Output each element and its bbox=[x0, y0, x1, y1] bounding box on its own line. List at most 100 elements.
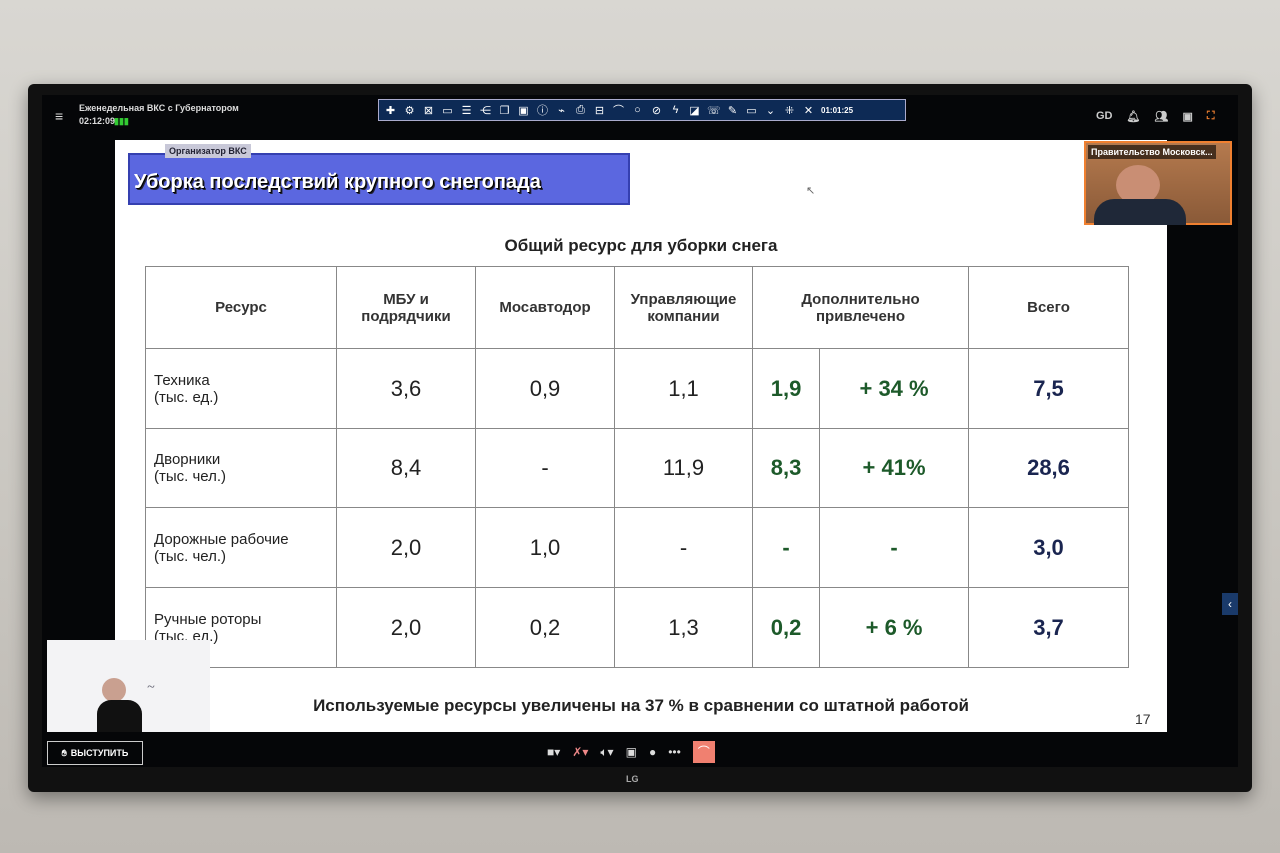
self-body bbox=[97, 700, 142, 732]
cell-uk: 1,1 bbox=[614, 348, 753, 429]
mute-icon[interactable]: ⊘ bbox=[651, 104, 662, 117]
stack-icon[interactable]: ⊟ bbox=[594, 104, 605, 117]
slide-subtitle: Общий ресурс для уборки снега bbox=[504, 236, 778, 255]
table-row: Дворники (тыс. чел.) 8,4-11,9 8,3 + 41% 28,6 bbox=[145, 428, 1129, 508]
camera-icon[interactable]: ■▾ bbox=[547, 745, 561, 759]
phone-icon[interactable]: ☏ bbox=[707, 104, 721, 117]
header-cell: Всего bbox=[968, 266, 1129, 349]
page-number: 17 bbox=[1135, 711, 1151, 727]
pointer-icon[interactable]: ✎ bbox=[727, 104, 738, 117]
cell-mosavtodor: 0,2 bbox=[475, 587, 615, 668]
conference-toolbar: ✚ ⚙ ⊠ ▭ ☰ ⋲ ❐ ▣ ⓘ ⌁ ⎙ ⊟ ⌒ ○ ⊘ ϟ ◪ ☏ ✎ ▭ ⌄ ⁜ ✕ 01:01:25 bbox=[378, 99, 906, 121]
side-panel-toggle[interactable]: ‹ bbox=[1222, 593, 1238, 615]
chat-icon[interactable]: ○ bbox=[634, 104, 641, 116]
folder-icon[interactable]: ▭ bbox=[442, 104, 453, 117]
table-header-row: Ресурс МБУ и подрядчики Мосавтодор Управ… bbox=[145, 266, 1129, 349]
resource-table: Ресурс МБУ и подрядчики Мосавтодор Управ… bbox=[145, 266, 1129, 668]
record-icon[interactable]: ● bbox=[648, 745, 657, 759]
cell-resource: Дворники (тыс. чел.) bbox=[145, 428, 337, 508]
settings-icon[interactable]: ⚙ bbox=[404, 104, 415, 117]
cell-extra: - bbox=[751, 507, 821, 588]
display-icon[interactable]: ▣ bbox=[1182, 111, 1193, 123]
video-icon[interactable]: ▭ bbox=[746, 104, 757, 117]
cell-mbu: 8,4 bbox=[336, 428, 476, 508]
participant-video[interactable]: Правительство Московск... bbox=[1084, 141, 1232, 225]
speaker-icon[interactable]: 🔈︎▾ bbox=[600, 744, 614, 759]
logo-watermark: ~ bbox=[147, 680, 155, 695]
layout-icon[interactable]: ⊠ bbox=[423, 104, 434, 117]
cell-extra: 8,3 bbox=[751, 428, 821, 508]
participant-name: Правительство Московск... bbox=[1088, 145, 1216, 159]
cell-total: 7,5 bbox=[968, 348, 1129, 429]
participant-body bbox=[1094, 199, 1186, 225]
microphone-off-icon[interactable]: ✗▾ bbox=[572, 745, 589, 759]
table-row: Дорожные рабочие (тыс. чел.) 2,0 1,0- - -3,0 bbox=[145, 507, 1129, 588]
cell-uk: 11,9 bbox=[614, 428, 753, 508]
collapse-icon[interactable]: ⁜ bbox=[784, 104, 795, 117]
cell-extra-pct: + 6 % bbox=[819, 587, 969, 668]
call-controls: ■▾ ✗▾ 🔈︎▾ ▣ ● ••• ⌒ bbox=[547, 741, 715, 763]
cell-mosavtodor: - bbox=[475, 428, 615, 508]
cell-mosavtodor: 1,0 bbox=[475, 507, 615, 588]
table-row: Ручные роторы (тыс. ед.) 2,0 0,2 1,3 0,2 + 6 %… bbox=[145, 587, 1129, 668]
header-cell: Управляющие компании bbox=[614, 266, 753, 349]
close-icon[interactable]: ✕ bbox=[803, 104, 814, 117]
toolbar-timer: 01:01:25 bbox=[821, 105, 854, 115]
speak-button[interactable]: ✋︎ ВЫСТУПИТЬ bbox=[47, 741, 143, 765]
signal-icon[interactable]: ⌒ bbox=[613, 105, 624, 117]
screen-icon[interactable]: ◪ bbox=[689, 104, 700, 117]
header-cell: Мосавтодор bbox=[475, 266, 615, 349]
info-icon[interactable]: ⓘ bbox=[537, 105, 548, 117]
cell-total: 3,0 bbox=[968, 507, 1129, 588]
documents-icon[interactable]: ❐ bbox=[499, 104, 510, 117]
lightning-icon[interactable]: ϟ bbox=[672, 104, 679, 116]
print-icon[interactable]: ⎙ bbox=[576, 103, 585, 116]
header-cell: Дополнительно привлечено bbox=[752, 266, 969, 349]
move-icon[interactable]: ✚ bbox=[385, 104, 396, 117]
calendar-icon[interactable]: ▣ bbox=[518, 104, 529, 117]
cell-mosavtodor: 0,9 bbox=[475, 348, 615, 429]
more-icon[interactable]: ••• bbox=[668, 745, 681, 759]
screen-share-icon[interactable]: ▣ bbox=[625, 745, 637, 759]
header-cell: МБУ и подрядчики bbox=[336, 266, 476, 349]
elapsed-time: 02:12:09 bbox=[79, 116, 116, 126]
table-row: Техника (тыс. ед.) 3,6 0,9 1,1 1,9 + 34 % 7,5 bbox=[145, 348, 1129, 429]
menu-icon[interactable]: ≡ bbox=[55, 108, 64, 124]
cell-extra: 0,2 bbox=[751, 587, 821, 668]
cell-total: 3,7 bbox=[968, 587, 1129, 668]
cell-mbu: 2,0 bbox=[336, 507, 476, 588]
slide-footnote: Используемые ресурсы увеличены на 37 % в… bbox=[313, 696, 969, 715]
slide-title-box: Уборка последствий крупного снегопада bbox=[128, 153, 630, 205]
window-title: Еженедельная ВКС с Губернатором bbox=[79, 103, 239, 113]
cell-mbu: 3,6 bbox=[336, 348, 476, 429]
signal-icon: ▮▮▮ bbox=[114, 116, 129, 126]
tv-brand-logo: LG bbox=[626, 774, 639, 784]
slide-title: Уборка последствий крупного снегопада bbox=[134, 171, 541, 193]
speak-label: ВЫСТУПИТЬ bbox=[70, 748, 129, 758]
participant-face bbox=[1116, 165, 1160, 205]
self-video[interactable]: ~ bbox=[47, 640, 210, 732]
cell-resource: Дорожные рабочие (тыс. чел.) bbox=[145, 507, 337, 588]
cell-extra-pct: + 41% bbox=[819, 428, 969, 508]
cell-mbu: 2,0 bbox=[336, 587, 476, 668]
header-cell: Ресурс bbox=[145, 266, 337, 349]
self-face bbox=[102, 678, 126, 702]
hand-icon: ✋︎ bbox=[61, 747, 67, 758]
bell-icon[interactable]: 🔔︎ bbox=[1126, 111, 1141, 123]
cell-extra: 1,9 bbox=[751, 348, 821, 429]
fullscreen-icon[interactable]: ⛶ bbox=[1206, 110, 1215, 122]
gd-icon[interactable]: GD bbox=[1096, 110, 1113, 122]
chevron-down-icon[interactable]: ⌄ bbox=[765, 104, 776, 117]
share-icon[interactable]: ⋲ bbox=[480, 104, 491, 117]
mouse-cursor-icon: ↖ bbox=[806, 185, 816, 197]
cell-total: 28,6 bbox=[968, 428, 1129, 508]
list-icon[interactable]: ☰ bbox=[461, 104, 472, 117]
cell-uk: - bbox=[614, 507, 753, 588]
cell-resource: Техника (тыс. ед.) bbox=[145, 348, 337, 429]
plug-icon[interactable]: ⌁ bbox=[558, 104, 565, 117]
cell-extra-pct: + 34 % bbox=[819, 348, 969, 429]
hangup-button[interactable]: ⌒ bbox=[692, 741, 715, 763]
organizer-label: Организатор ВКС bbox=[165, 144, 251, 158]
participants-icon[interactable]: 👥︎ bbox=[1154, 111, 1169, 123]
cell-uk: 1,3 bbox=[614, 587, 753, 668]
